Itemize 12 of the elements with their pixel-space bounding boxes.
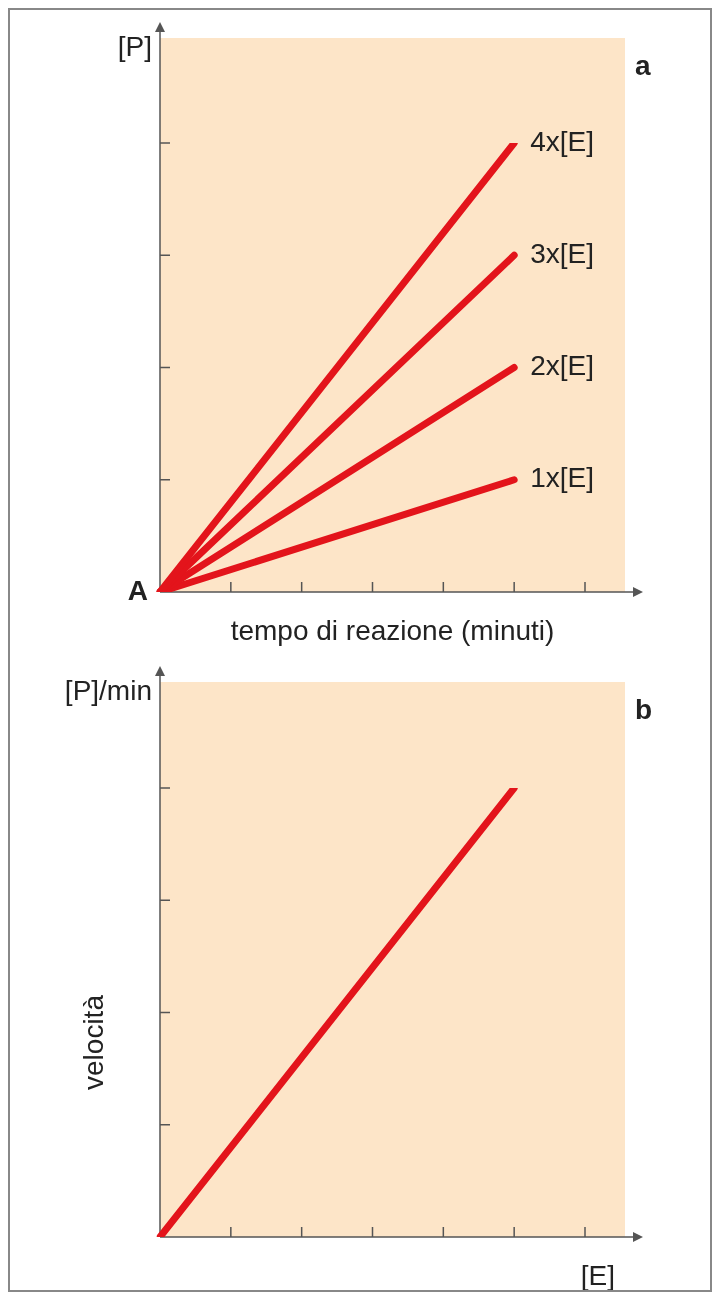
text: [P] bbox=[117, 30, 152, 62]
chart-title: b bbox=[635, 694, 653, 726]
text: A bbox=[127, 574, 148, 606]
text: [P]/min bbox=[64, 674, 152, 706]
series-label: 1x[E] bbox=[530, 462, 594, 494]
y-axis-title: velocità bbox=[77, 994, 109, 1090]
x-axis-title: [E] bbox=[580, 1259, 615, 1291]
chart-title: a bbox=[635, 50, 651, 82]
x-axis-title: tempo di reazione (minuti) bbox=[230, 614, 555, 646]
series-label: 4x[E] bbox=[530, 125, 594, 157]
series-label: 3x[E] bbox=[530, 237, 594, 269]
series-label: 2x[E] bbox=[530, 350, 594, 382]
